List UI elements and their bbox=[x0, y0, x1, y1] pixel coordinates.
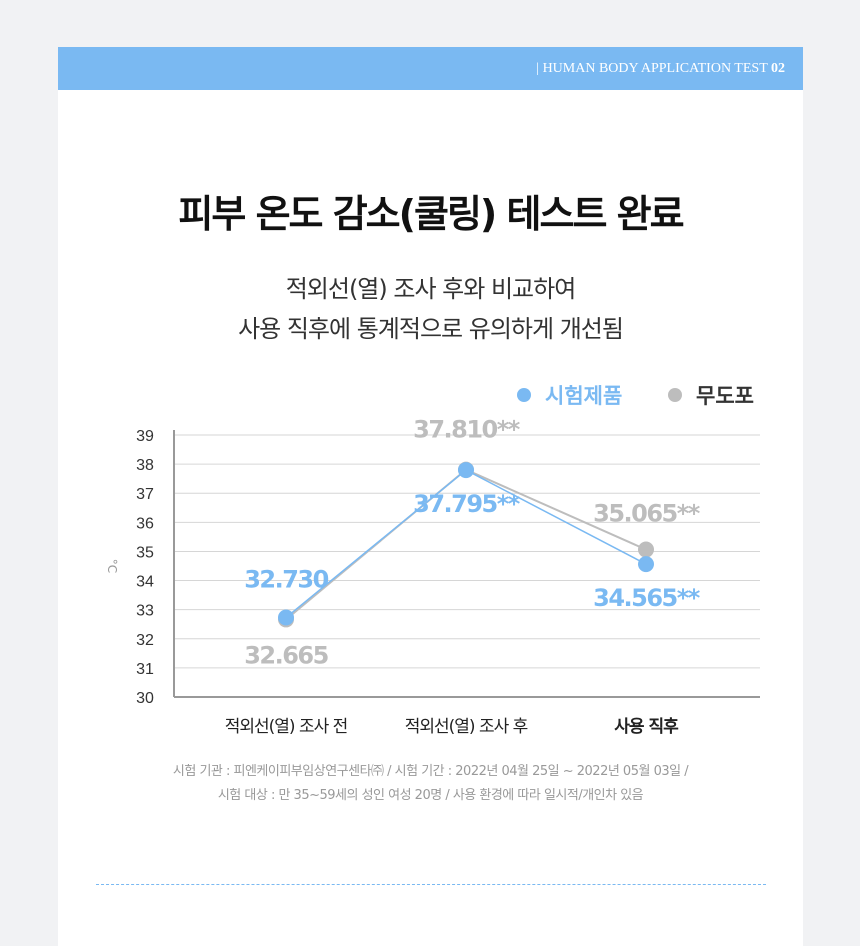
note-line: 시험 대상 : 만 35~59세의 성인 여성 20명 / 사용 환경에 따라 … bbox=[217, 788, 644, 803]
y-tick-label: 31 bbox=[136, 661, 154, 678]
x-tick-label: 적외선(열) 조사 후 bbox=[405, 717, 528, 737]
data-label: 32.665 bbox=[244, 641, 328, 669]
data-label: 34.565** bbox=[593, 584, 701, 612]
dashed-divider bbox=[96, 884, 766, 885]
y-tick-label: 34 bbox=[136, 574, 154, 591]
y-tick-label: 30 bbox=[136, 690, 154, 707]
y-tick-label: 36 bbox=[136, 515, 154, 532]
x-tick-label: 적외선(열) 조사 전 bbox=[225, 717, 348, 737]
y-axis-label: °C bbox=[105, 559, 119, 573]
y-tick-label: 33 bbox=[136, 603, 154, 620]
card: | HUMAN BODY APPLICATION TEST 02 피부 온도 감… bbox=[58, 47, 803, 946]
data-label: 32.730 bbox=[244, 566, 328, 594]
header-bar: | HUMAN BODY APPLICATION TEST 02 bbox=[58, 47, 803, 90]
data-label: 37.810** bbox=[413, 416, 521, 444]
header-text: | HUMAN BODY APPLICATION TEST bbox=[536, 61, 771, 76]
data-label: 35.065** bbox=[593, 500, 701, 528]
data-point bbox=[458, 462, 474, 479]
data-point bbox=[638, 556, 654, 573]
legend-label: 무도포 bbox=[696, 384, 754, 408]
y-tick-label: 37 bbox=[136, 486, 154, 503]
y-tick-label: 39 bbox=[136, 428, 154, 445]
header-number: 02 bbox=[771, 61, 785, 76]
legend-marker bbox=[517, 388, 531, 402]
data-point bbox=[638, 541, 654, 558]
legend-marker bbox=[668, 388, 682, 402]
subtitle-line: 적외선(열) 조사 후와 비교하여 bbox=[285, 275, 577, 303]
page-title: 피부 온도 감소(쿨링) 테스트 완료 bbox=[178, 192, 684, 236]
data-label: 37.795** bbox=[413, 490, 521, 518]
note-line: 시험 기관 : 피엔케이피부임상연구센타㈜ / 시험 기간 : 2022년 04… bbox=[172, 764, 689, 779]
y-tick-label: 38 bbox=[136, 457, 154, 474]
y-tick-label: 35 bbox=[136, 544, 154, 561]
data-point bbox=[278, 609, 294, 626]
x-tick-label: 사용 직후 bbox=[614, 716, 679, 737]
y-tick-label: 32 bbox=[136, 632, 154, 649]
subtitle-line: 사용 직후에 통계적으로 유의하게 개선됨 bbox=[238, 315, 624, 343]
test-notes: 시험 기관 : 피엔케이피부임상연구센타㈜ / 시험 기간 : 2022년 04… bbox=[58, 760, 803, 808]
legend-label: 시험제품 bbox=[545, 384, 622, 408]
